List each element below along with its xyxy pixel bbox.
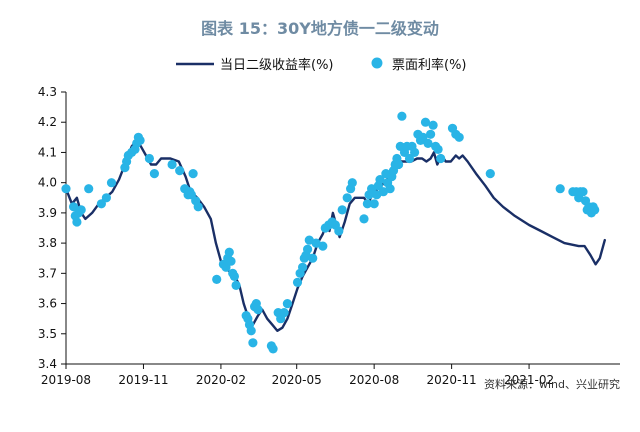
coupon-point	[246, 326, 256, 336]
y-tick-label: 4.1	[38, 145, 57, 159]
coupon-point	[485, 169, 495, 179]
coupon-point	[193, 202, 203, 212]
coupon-point	[135, 135, 145, 145]
coupon-point	[590, 205, 600, 215]
coupon-point	[418, 132, 428, 142]
coupon-point	[268, 344, 278, 354]
chart-title: 图表 15：30Y地方债一二级变动	[201, 19, 439, 38]
coupon-point	[61, 184, 71, 194]
coupon-point	[292, 277, 303, 287]
coupon-point	[212, 274, 222, 284]
coupon-point	[308, 253, 318, 263]
coupon-point	[248, 338, 258, 348]
coupon-point	[578, 187, 588, 197]
coupon-point	[428, 120, 438, 130]
coupon-point	[282, 299, 292, 309]
x-tick-label: 2021-02	[504, 373, 554, 387]
coupon-point	[410, 147, 420, 157]
y-tick-label: 3.9	[38, 206, 57, 220]
coupon-point	[69, 202, 79, 212]
x-tick-label: 2020-08	[349, 373, 399, 387]
coupon-series	[61, 111, 600, 354]
legend-dot-swatch	[371, 57, 383, 69]
x-tick-label: 2019-08	[41, 373, 91, 387]
coupon-point	[347, 178, 357, 188]
coupon-point	[298, 262, 308, 272]
y-tick-label: 4.0	[38, 176, 57, 190]
yield-series	[64, 139, 606, 332]
coupon-point	[334, 226, 344, 236]
legend-label-coupon: 票面利率(%)	[392, 57, 467, 73]
legend-label-yield: 当日二级收益率(%)	[220, 57, 334, 73]
coupon-point	[149, 169, 159, 179]
y-ticks: 3.4 3.5 3.6 3.7 3.8 3.9 4.0 4.1 4.2 4.3	[38, 85, 66, 371]
coupon-point	[426, 129, 436, 139]
source-note: 资料来源：wind、兴业研究	[484, 377, 620, 391]
coupon-point	[433, 144, 443, 154]
coupon-point	[144, 153, 154, 164]
coupon-point	[72, 217, 82, 227]
x-ticks: 2019-08 2019-11 2020-02 2020-05 2020-08 2020-…	[41, 364, 554, 387]
coupon-point	[420, 117, 431, 127]
coupon-point	[394, 159, 404, 170]
coupon-point	[404, 153, 415, 164]
x-tick-label: 2020-02	[196, 373, 246, 387]
y-tick-label: 3.5	[38, 327, 57, 341]
coupon-point	[175, 166, 185, 176]
coupon-point	[221, 262, 231, 272]
coupon-point	[167, 159, 177, 170]
coupon-point	[436, 153, 446, 164]
y-tick-label: 4.2	[38, 115, 57, 129]
coupon-point	[362, 199, 372, 209]
coupon-point	[555, 184, 565, 194]
coupon-point	[337, 205, 347, 215]
coupon-point	[84, 184, 94, 194]
y-tick-label: 4.3	[38, 85, 57, 99]
coupon-point	[454, 132, 464, 142]
coupon-point	[188, 169, 198, 179]
coupon-point	[369, 199, 379, 209]
coupon-point	[279, 308, 289, 318]
x-tick-label: 2020-11	[427, 373, 477, 387]
coupon-point	[76, 205, 86, 215]
coupon-point	[303, 244, 313, 254]
axes	[65, 92, 620, 365]
coupon-point	[423, 138, 433, 148]
y-tick-label: 3.8	[38, 236, 57, 250]
coupon-point	[224, 247, 234, 257]
coupon-point	[253, 305, 263, 315]
y-tick-label: 3.6	[38, 297, 57, 311]
coupon-point	[231, 280, 241, 290]
yield-line	[64, 139, 606, 332]
coupon-point	[226, 256, 236, 266]
coupon-point	[385, 184, 395, 194]
y-tick-label: 3.7	[38, 266, 57, 280]
coupon-point	[375, 175, 385, 185]
x-tick-label: 2020-05	[272, 373, 322, 387]
coupon-point	[359, 214, 369, 224]
coupon-point	[106, 178, 117, 188]
coupon-point	[229, 271, 239, 281]
legend: 当日二级收益率(%) 票面利率(%)	[176, 57, 467, 73]
x-tick-label: 2019-11	[118, 373, 168, 387]
coupon-point	[101, 193, 111, 203]
y-tick-label: 3.4	[38, 357, 57, 371]
coupon-point	[318, 241, 328, 251]
coupon-point	[397, 111, 407, 121]
coupon-point	[342, 193, 352, 203]
